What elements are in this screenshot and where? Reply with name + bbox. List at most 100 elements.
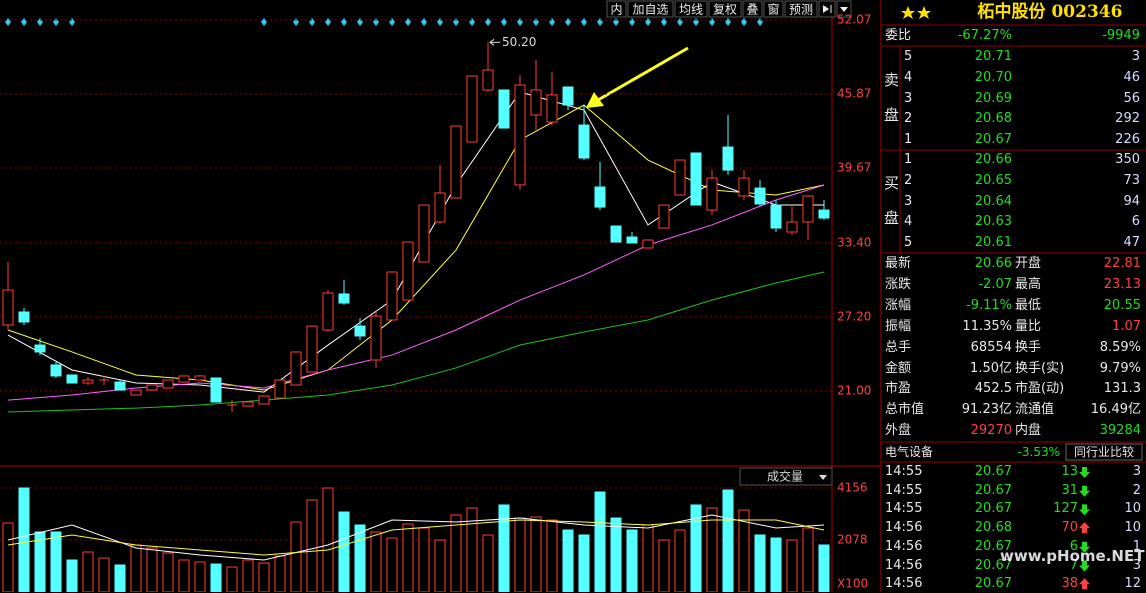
candle-body (546, 94, 558, 123)
buy-price: 20.64 (974, 193, 1012, 209)
signal-diamond (37, 18, 43, 26)
signal-diamond (69, 18, 75, 26)
compare-button[interactable]: 同行业比较 (1073, 445, 1134, 459)
stat-label: 内盘 (1015, 423, 1042, 439)
buy-level: 3 (904, 193, 913, 209)
dropdown-icon (840, 7, 848, 12)
sell-price: 20.68 (974, 111, 1012, 127)
buy-price: 20.66 (974, 152, 1012, 167)
trade-price: 20.67 (974, 538, 1012, 554)
candle-body (130, 389, 142, 396)
sell-volume: 56 (1123, 90, 1140, 106)
volume-bar (786, 539, 798, 592)
candle-body (658, 204, 670, 229)
trade-count: 3 (1132, 557, 1141, 573)
candle-body (338, 293, 350, 304)
quote-panel: 柘中股份 002346 委比 -67.27% -9949 卖盘 5 20.71 3 4 20.70… (882, 0, 1146, 592)
trade-volume: 13 (1061, 464, 1078, 479)
signal-diamond (517, 18, 523, 26)
stat-value: 91.23亿 (961, 402, 1012, 418)
buy-volume: 6 (1131, 214, 1140, 230)
signal-diamond (405, 18, 411, 26)
stat-value: 20.66 (974, 256, 1012, 271)
pointer-arrowhead (586, 92, 604, 108)
stat-label: 市盈 (885, 381, 912, 397)
buy-volume: 47 (1123, 235, 1140, 251)
buy-level: 1 (904, 152, 913, 167)
volume-bar (674, 529, 686, 592)
candle-body (50, 364, 62, 377)
candle-body (194, 375, 206, 381)
sell-volume: 226 (1115, 132, 1140, 148)
sell-price: 20.70 (974, 69, 1012, 85)
candle-body (706, 177, 718, 211)
toolbar-button[interactable] (784, 0, 818, 18)
sell-volume: 3 (1131, 49, 1140, 64)
y-tick-label: 52.07 (837, 13, 871, 27)
candle-body (66, 374, 78, 384)
volume-bar (66, 559, 78, 592)
volume-bar (418, 527, 430, 592)
signal-diamond (565, 18, 571, 26)
sell-level: 4 (904, 69, 913, 85)
volume-bar (466, 507, 478, 592)
signal-diamond (437, 18, 443, 26)
candle-body (18, 311, 30, 323)
candle-body (162, 379, 174, 389)
toolbar-button[interactable] (606, 0, 627, 18)
stat-value: 23.13 (1103, 276, 1141, 292)
volume-bar (498, 504, 510, 592)
down-arrow (1079, 485, 1090, 497)
volume-bar (770, 537, 782, 592)
candle-body (370, 315, 382, 361)
stat-label: 市盈(动) (1015, 381, 1065, 397)
toolbar-button[interactable] (708, 0, 742, 18)
toolbar-button[interactable] (627, 0, 674, 18)
sell-price: 20.71 (974, 49, 1012, 64)
toolbar-button[interactable] (763, 0, 784, 18)
stat-label: 流通值 (1015, 402, 1055, 418)
volume-bar (130, 544, 142, 592)
watermark: www.pHome.NET (1000, 547, 1145, 565)
trade-volume: 7 (1069, 557, 1078, 573)
candle-body (818, 209, 830, 219)
play-icon (823, 5, 829, 13)
volume-bar (802, 527, 814, 592)
signal-diamond (597, 18, 603, 26)
volume-bar (306, 499, 318, 592)
signal-diamond (661, 18, 667, 26)
volume-bar (146, 547, 158, 592)
y-tick-label: 4156 (837, 480, 868, 494)
volume-bar (754, 534, 766, 592)
compare-button-box[interactable] (1065, 443, 1143, 461)
star-icon (901, 6, 915, 19)
candle-body (514, 84, 526, 186)
signal-diamond (709, 18, 715, 26)
candle-body (178, 375, 190, 383)
separators (882, 24, 1146, 463)
toolbar-button[interactable] (742, 0, 763, 18)
volume-title: 成交量 (767, 469, 803, 484)
star-icon (917, 6, 931, 19)
volume-bar (658, 539, 670, 592)
trade-time: 14:55 (885, 482, 923, 498)
candle-body (290, 351, 302, 386)
candle-body (594, 186, 606, 208)
toolbar-label: 叠 (746, 3, 758, 17)
y-tick-label: 39.67 (837, 161, 871, 175)
stat-label: 总手 (885, 339, 912, 355)
toolbar-button[interactable] (674, 0, 708, 18)
volume-selector[interactable] (739, 467, 833, 486)
trade-count: 12 (1124, 576, 1141, 592)
volume-bar (578, 534, 590, 592)
trade-price: 20.67 (974, 576, 1012, 592)
signal-diamond (453, 18, 459, 26)
sector-name: 电气设备 (885, 445, 934, 459)
signal-diamond (421, 18, 427, 26)
candle-body (82, 379, 94, 384)
trade-time: 14:56 (885, 520, 923, 536)
volume-bar (274, 555, 286, 592)
stat-value: -2.07 (978, 276, 1012, 292)
signal-diamond (645, 18, 651, 26)
